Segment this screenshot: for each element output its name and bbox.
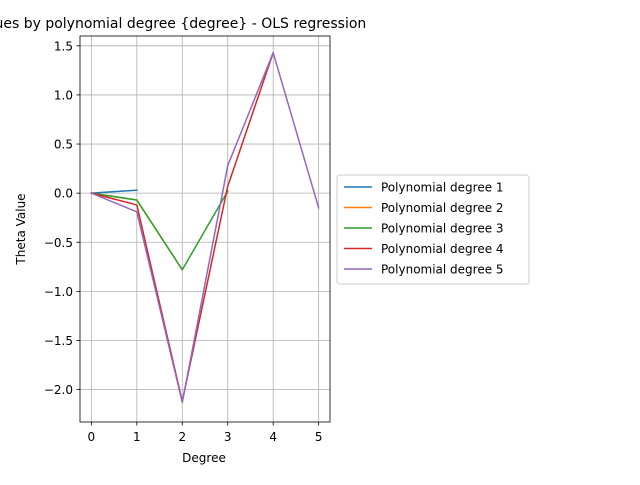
x-tick-label: 2 — [178, 430, 186, 444]
y-tick-label: −1.0 — [44, 285, 73, 299]
grid-layer — [80, 36, 330, 422]
y-tick-label: 1.5 — [54, 39, 73, 53]
series-line-degree-1 — [90, 189, 138, 194]
legend: Polynomial degree 1 Polynomial degree 2 Po… — [336, 174, 530, 285]
legend-label-degree-1: Polynomial degree 1 — [381, 181, 504, 195]
legend-label-degree-5: Polynomial degree 5 — [381, 263, 504, 277]
x-tick-label: 1 — [133, 430, 141, 444]
y-tick-label: −0.5 — [44, 236, 73, 250]
legend-label-degree-4: Polynomial degree 4 — [381, 242, 504, 256]
x-tick-label: 3 — [224, 430, 232, 444]
legend-label-degree-2: Polynomial degree 2 — [381, 201, 504, 215]
series-line-degree-3 — [90, 190, 229, 271]
tick-layer: 0 1 2 3 4 5 −2.0 −1.5 −1.0 −0.5 0.0 0.5 1.0 1.5 — [44, 39, 323, 444]
x-axis-label: Degree — [182, 451, 226, 465]
legend-label-degree-3: Polynomial degree 3 — [381, 222, 504, 236]
series-line-degree-5 — [90, 51, 320, 404]
series-layer — [90, 51, 320, 404]
y-tick-label: −2.0 — [44, 383, 73, 397]
y-tick-label: 0.0 — [54, 187, 73, 201]
y-axis-label: Theta Value — [14, 193, 28, 265]
y-tick-label: 1.0 — [54, 88, 73, 102]
x-tick-label: 5 — [315, 430, 323, 444]
x-tick-label: 0 — [88, 430, 96, 444]
y-tick-label: −1.5 — [44, 334, 73, 348]
y-tick-label: 0.5 — [54, 138, 73, 152]
plot-frame — [79, 35, 331, 423]
x-tick-label: 4 — [269, 430, 277, 444]
legend-box — [336, 174, 530, 285]
chart-title: values by polynomial degree {degree} - O… — [0, 16, 366, 32]
